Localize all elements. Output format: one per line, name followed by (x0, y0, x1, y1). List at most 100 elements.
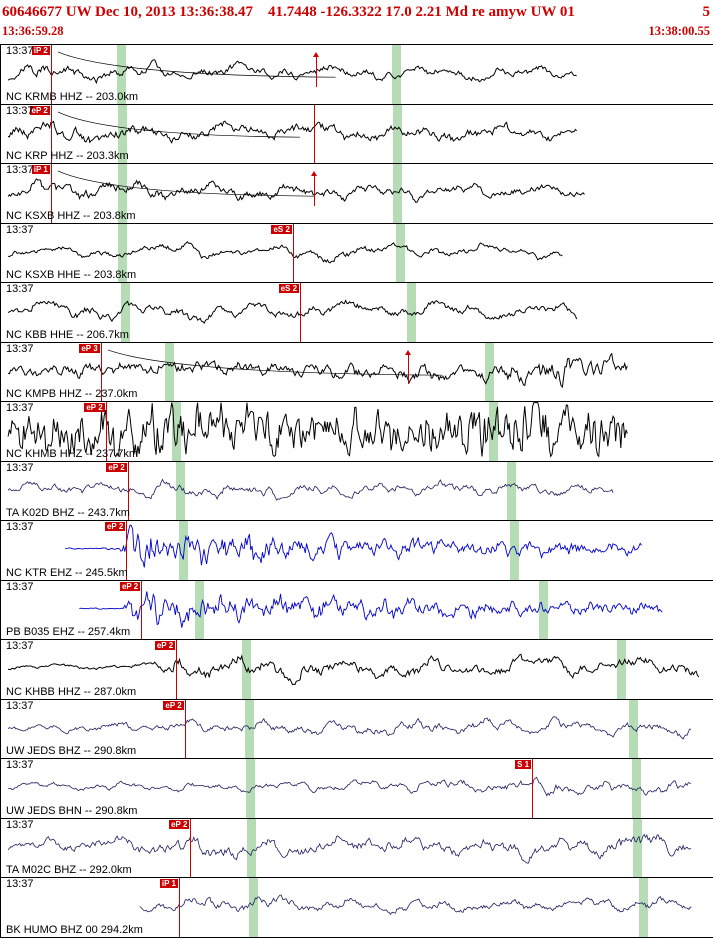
trace-time-label: 13:37 (6, 283, 34, 296)
waveform[interactable] (1, 462, 713, 521)
trace-time-label: 13:37 (6, 818, 34, 831)
trace-station-label: NC KTR EHZ -- 245.5km (6, 566, 128, 579)
trace-panel[interactable]: 13:37 UW JEDS BHN -- 290.8km S 1 (1, 759, 713, 819)
waveform-path (7, 402, 628, 458)
trace-panel[interactable]: 13:37 NC KHMB HHZ -- 237.7km eP 2 (1, 402, 713, 462)
pick-line[interactable] (50, 104, 52, 164)
trace-station-label: UW JEDS BHN -- 290.8km (6, 804, 138, 817)
event-summary: 60646677 UW Dec 10, 2013 13:36:38.47 41.… (2, 4, 575, 20)
trace-panel[interactable]: 13:37 TA K02D BHZ -- 243.7km eP 2 (1, 461, 713, 522)
phase-window-band (633, 818, 643, 878)
pick-label: eP 2 (104, 522, 126, 532)
trace-station-label: PB B035 EHZ -- 257.4km (6, 626, 131, 639)
trace-station-label: NC KBB HHE -- 206.7km (6, 328, 129, 341)
trace-panel[interactable]: 13:37 TA M02C BHZ -- 292.0km eP 2 (1, 818, 713, 879)
waveform[interactable] (1, 759, 713, 818)
phase-window-band (391, 45, 401, 104)
waveform[interactable] (1, 283, 713, 342)
pick-line[interactable] (190, 818, 192, 878)
trace-panel[interactable]: 13:37 UW JEDS BHZ -- 290.8km eP 2 (1, 699, 713, 760)
waveform[interactable] (1, 343, 713, 402)
pick-mark[interactable] (405, 350, 412, 385)
phase-window-band (117, 104, 127, 164)
phase-window-band (631, 759, 641, 818)
pick-line[interactable] (126, 521, 128, 580)
pick-label: eP 2 (29, 105, 50, 115)
pick-line[interactable] (127, 461, 129, 521)
pick-label: eP 2 (84, 403, 105, 413)
waveform-path (7, 240, 563, 264)
pick-line[interactable] (105, 402, 107, 461)
trace-time-label: 13:37 (6, 580, 34, 593)
waveform[interactable] (1, 521, 713, 580)
waveform-path (7, 59, 577, 85)
pick-label: iP 1 (159, 879, 178, 889)
phase-window-band (117, 45, 127, 104)
pick-label: eP 2 (154, 641, 176, 651)
trace-panel[interactable]: 13:37 NC KSXB HHZ -- 203.8km iP 1 (1, 164, 713, 224)
trace-time-label: 13:37 (6, 878, 34, 891)
waveform[interactable] (1, 700, 713, 759)
phase-window-band (396, 223, 406, 283)
waveform-path (79, 591, 663, 628)
trace-panel[interactable]: 13:37 NC KHBB HHZ -- 287.0km eP 2 (1, 640, 713, 700)
phase-window-band (117, 164, 127, 223)
pick-line[interactable] (50, 45, 52, 104)
waveform[interactable] (1, 224, 713, 283)
trace-panel[interactable]: 13:37 NC KRP HHZ -- 203.3km eP 2 (1, 104, 713, 165)
trace-list: 13:37 NC KRMB HHZ -- 203.0km iP 2 13:37 … (0, 44, 713, 938)
coda-decay-curve (57, 111, 301, 138)
pick-line[interactable] (184, 699, 186, 759)
trace-time-label: 13:37 (6, 164, 34, 177)
pick-line[interactable] (176, 640, 178, 699)
trace-time-label: 13:37 (6, 521, 34, 534)
waveform[interactable] (1, 105, 713, 164)
pick-label: eS 2 (271, 224, 292, 234)
waveform[interactable] (1, 45, 713, 104)
waveform[interactable] (1, 402, 713, 461)
window-start-time: 13:36:59.28 (2, 24, 64, 38)
phase-window-band (164, 342, 174, 402)
event-title-row: 60646677 UW Dec 10, 2013 13:36:38.47 41.… (2, 1, 710, 23)
trace-panel[interactable]: 13:37 NC KSXB HHE -- 203.8km eS 2 (1, 223, 713, 284)
trace-station-label: BK HUMO BHZ 00 294.2km (6, 923, 143, 936)
waveform[interactable] (1, 164, 713, 223)
waveform[interactable] (1, 640, 713, 699)
pick-label: eS 2 (278, 284, 300, 294)
phase-window-band (616, 640, 626, 699)
trace-station-label: NC KSXB HHE -- 203.8km (6, 269, 137, 282)
pick-line[interactable] (292, 223, 294, 283)
trace-time-label: 13:37 (6, 699, 34, 712)
trace-time-label: 13:37 (6, 640, 34, 653)
pick-line[interactable] (50, 164, 52, 223)
time-window-row: 13:36:59.28 13:38:00.55 (2, 23, 710, 39)
pick-mark[interactable] (313, 104, 315, 164)
pick-line[interactable] (532, 759, 534, 818)
trace-panel[interactable]: 13:37 NC KMPB HHZ -- 237.0km eP 3 (1, 342, 713, 403)
trace-station-label: NC KRMB HHZ -- 203.0km (6, 90, 139, 103)
pick-mark[interactable] (310, 171, 317, 206)
trace-station-label: NC KHMB HHZ -- 237.7km (6, 447, 139, 460)
waveform[interactable] (1, 581, 713, 640)
pick-mark[interactable] (312, 52, 319, 87)
phase-window-band (638, 878, 648, 937)
waveform[interactable] (1, 819, 713, 878)
pick-line[interactable] (300, 283, 302, 342)
phase-window-band (392, 104, 402, 164)
pick-label: iP 2 (31, 46, 50, 55)
trace-station-label: TA K02D BHZ -- 243.7km (6, 507, 130, 520)
waveform-path (8, 653, 700, 686)
trace-station-label: NC KRP HHZ -- 203.3km (6, 150, 129, 163)
trace-panel[interactable]: 13:37 NC KBB HHE -- 206.7km eS 2 (1, 283, 713, 343)
waveform[interactable] (1, 878, 713, 937)
pick-line[interactable] (100, 342, 102, 402)
trace-time-label: 13:37 (6, 759, 34, 772)
trace-panel[interactable]: 13:37 NC KRMB HHZ -- 203.0km iP 2 (1, 45, 713, 105)
pick-line[interactable] (179, 878, 180, 937)
pick-label: S 1 (515, 760, 532, 770)
trace-panel[interactable]: 13:37 PB B035 EHZ -- 257.4km eP 2 (1, 580, 713, 641)
trace-panel[interactable]: 13:37 NC KTR EHZ -- 245.5km eP 2 (1, 521, 713, 581)
trace-panel[interactable]: 13:37 BK HUMO BHZ 00 294.2km iP 1 (1, 878, 713, 938)
pick-line[interactable] (141, 580, 143, 640)
waveform-path (7, 478, 614, 501)
